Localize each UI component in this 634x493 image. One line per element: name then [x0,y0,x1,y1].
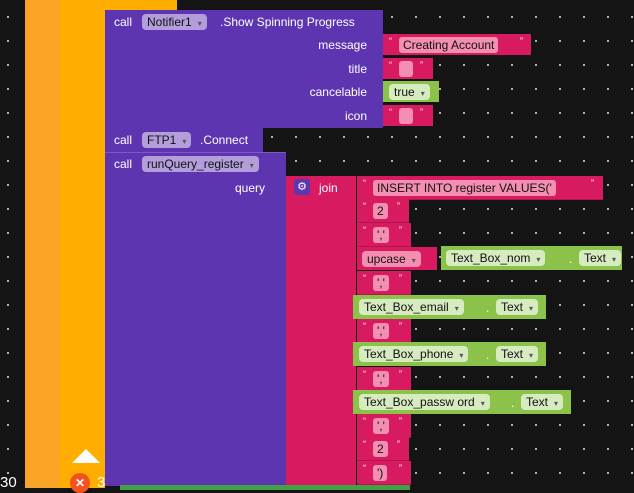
string-value[interactable]: ',' [373,323,389,339]
text-string-block[interactable]: “','” [357,367,411,391]
param-message: message [318,38,367,52]
textbox-getter-block[interactable]: Text_Box_nom. Text [441,246,622,270]
string-value[interactable]: ',' [373,371,389,387]
component-dropdown[interactable]: Text_Box_phone [359,346,469,362]
control-block[interactable] [60,0,105,488]
textbox-getter-block[interactable]: Text_Box_phone. Text [353,342,546,366]
dot-label: . [486,301,490,315]
error-count[interactable]: 3 [97,474,106,491]
component-dropdown[interactable]: Text_Box_nom [446,250,546,266]
string-value[interactable]: INSERT INTO register VALUES(' [373,180,556,196]
dot-label: . [486,348,490,362]
string-value[interactable]: 2 [373,441,388,457]
ftp-connect-block[interactable]: call FTP1 .Connect [105,128,263,152]
call-label: call [114,133,133,147]
procedure-dropdown[interactable]: runQuery_register [142,156,259,172]
icon-value[interactable] [399,108,413,124]
dot-label: . [569,252,573,266]
message-value[interactable]: Creating Account [399,37,499,53]
method-label: .Show Spinning Progress [220,15,355,29]
component-dropdown[interactable]: Text_Box_passw ord [359,394,490,410]
call-label: call [114,157,133,171]
string-value[interactable]: ',' [373,227,389,243]
title-text-block[interactable]: “” [383,58,433,79]
title-value[interactable] [399,61,413,77]
control-block-top[interactable] [105,0,177,10]
text-string-block[interactable]: “','” [357,271,411,295]
string-value[interactable]: ',' [373,275,389,291]
runquery-call-block[interactable]: call runQuery_register query [105,152,286,486]
component-dropdown[interactable]: Text_Box_email [359,299,464,315]
upcase-block[interactable]: upcase [357,247,437,270]
boolean-dropdown[interactable]: true [389,84,430,100]
error-icon[interactable]: ✕ [70,473,90,493]
string-value[interactable]: ') [373,465,388,481]
collapse-triangle-icon[interactable] [72,449,100,463]
string-value[interactable]: 2 [373,203,388,219]
gear-icon[interactable]: ⚙ [294,179,310,195]
notifier-component-dropdown[interactable]: Notifier1 [142,14,207,30]
cancelable-boolean-block[interactable]: true [383,81,439,102]
property-dropdown[interactable]: Text [496,299,539,315]
text-string-block[interactable]: “','” [357,414,411,438]
param-query: query [235,181,266,195]
property-dropdown[interactable]: Text [521,394,564,410]
join-label: join [319,181,338,195]
string-value[interactable]: ',' [373,418,389,434]
upcase-dropdown[interactable]: upcase [362,251,421,267]
param-cancelable: cancelable [309,85,367,99]
textbox-getter-block[interactable]: Text_Box_email. Text [353,295,546,319]
ftp-component-dropdown[interactable]: FTP1 [142,132,192,148]
text-string-block[interactable]: “')” [357,461,411,485]
message-text-block[interactable]: “Creating Account” [383,34,531,55]
outer-event-block[interactable] [25,0,60,488]
method-label: .Connect [200,133,249,147]
dot-label: . [511,396,515,410]
text-string-block[interactable]: “2” [357,437,409,461]
text-string-block[interactable]: “2” [357,199,409,223]
call-label: call [114,15,133,29]
text-string-block[interactable]: “','” [357,319,411,343]
param-icon: icon [344,109,367,123]
property-dropdown[interactable]: Text [579,250,622,266]
textbox-getter-block[interactable]: Text_Box_passw ord. Text [353,390,571,414]
join-block[interactable]: ⚙ join [286,176,356,485]
icon-text-block[interactable]: “” [383,105,433,126]
text-string-block[interactable]: “INSERT INTO register VALUES('” [357,176,603,200]
notifier-call-block[interactable]: call Notifier1 .Show Spinning Progress m… [105,10,383,128]
param-title: title [348,62,367,76]
text-string-block[interactable]: “','” [357,223,411,247]
warning-count[interactable]: 30 [0,474,17,491]
property-dropdown[interactable]: Text [496,346,539,362]
